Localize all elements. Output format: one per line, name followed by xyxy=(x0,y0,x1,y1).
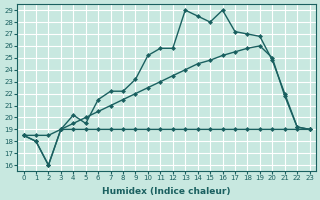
X-axis label: Humidex (Indice chaleur): Humidex (Indice chaleur) xyxy=(102,187,231,196)
